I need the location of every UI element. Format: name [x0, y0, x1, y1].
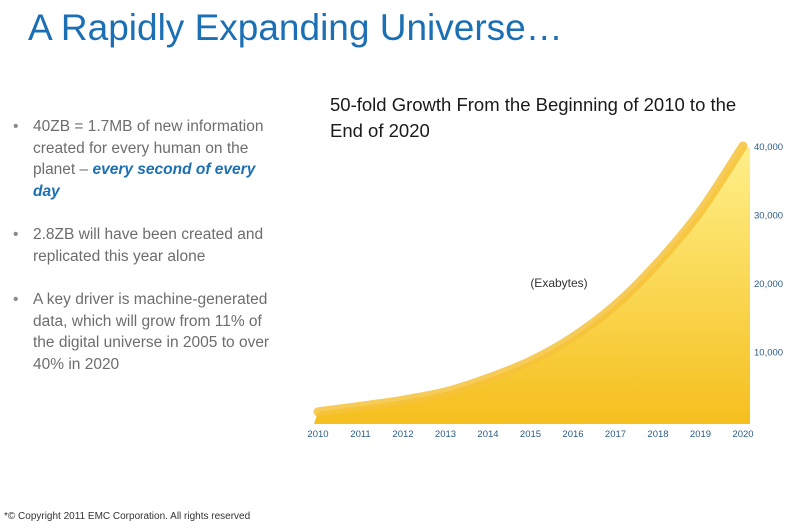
- x-tick-label: 2017: [605, 429, 626, 440]
- growth-area: [314, 146, 750, 424]
- unit-label: (Exabytes): [530, 276, 587, 290]
- bullet-dot: •: [13, 291, 19, 308]
- growth-curve-edge: [313, 141, 748, 417]
- bullet-dot: •: [13, 118, 19, 135]
- y-tick-label: 40,000: [754, 142, 783, 153]
- x-tick-label: 2015: [520, 429, 541, 440]
- y-tick-label: 30,000: [754, 211, 783, 222]
- bullet-list: • 40ZB = 1.7MB of new information create…: [10, 116, 270, 397]
- bullet-text: 40ZB = 1.7MB of new information created …: [33, 118, 264, 178]
- x-tick-label: 2019: [690, 429, 711, 440]
- y-tick-label: 20,000: [754, 279, 783, 290]
- copyright-notice: *© Copyright 2011 EMC Corporation. All r…: [4, 511, 251, 522]
- bullet-text: 2.8ZB will have been created and replica…: [33, 226, 264, 265]
- x-tick-label: 2013: [435, 429, 456, 440]
- x-tick-label: 2011: [350, 429, 370, 440]
- x-tick-label: 2020: [732, 429, 753, 440]
- bullet-emphasis: every second of every day: [33, 161, 256, 200]
- x-tick-label: 2018: [647, 429, 668, 440]
- bullet-item: • 40ZB = 1.7MB of new information create…: [10, 116, 270, 202]
- y-tick-label: 10,000: [754, 348, 783, 359]
- bullet-text: A key driver is machine-generated data, …: [33, 291, 270, 373]
- bullet-item: • A key driver is machine-generated data…: [10, 289, 270, 375]
- slide-title: A Rapidly Expanding Universe…: [28, 7, 563, 48]
- x-tick-label: 2010: [307, 429, 328, 440]
- x-tick-label: 2012: [392, 429, 413, 440]
- bullet-item: • 2.8ZB will have been created and repli…: [10, 224, 270, 267]
- bullet-dot: •: [13, 226, 19, 243]
- x-tick-label: 2014: [477, 429, 498, 440]
- chart-title: 50-fold Growth From the Beginning of 201…: [330, 94, 737, 141]
- x-tick-label: 2016: [562, 429, 583, 440]
